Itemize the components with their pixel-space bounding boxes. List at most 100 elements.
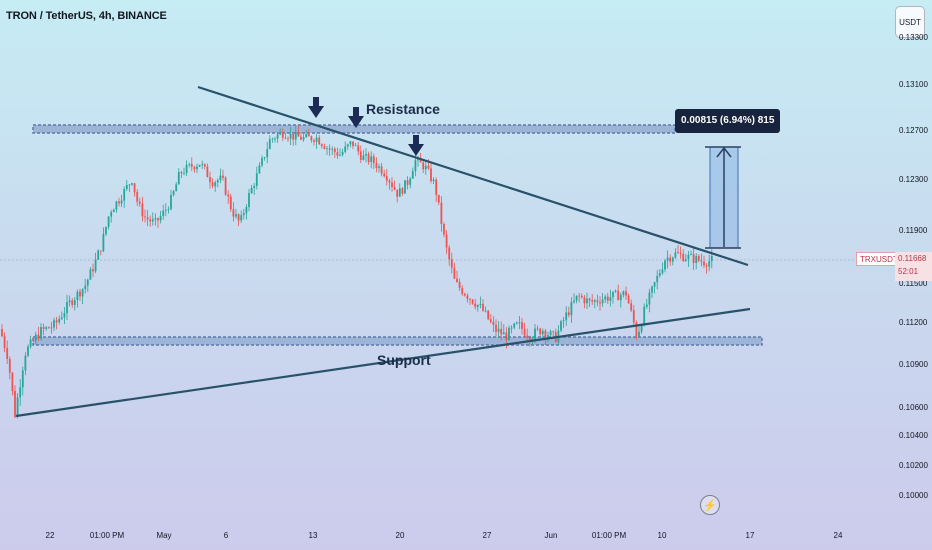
measure-arrow-head [716,146,732,158]
candle-body-35 [92,269,94,272]
candle-body-202 [526,335,529,338]
candle-body-264 [687,254,690,260]
candle-body-66 [172,191,175,195]
candle-body-211 [549,331,552,336]
candle-body-133 [346,144,349,147]
candle-body-31 [81,288,84,297]
candle-body-238 [619,294,622,301]
candle-body-171 [445,234,448,248]
candle-body-55 [144,216,146,218]
candle-body-39 [102,233,105,252]
candle-body-29 [76,291,79,301]
candle-body-260 [677,252,679,254]
candle-body-1 [3,336,6,348]
candle-body-62 [162,210,165,216]
candle-body-234 [609,297,612,301]
candle-body-105 [274,138,276,140]
candle-body-271 [705,265,708,267]
candle-body-4 [11,372,14,392]
candle-body-119 [310,136,313,141]
candle-body-82 [214,182,217,187]
currency-button[interactable]: USDT [895,6,925,38]
candle-body-197 [513,323,516,328]
candle-body-170 [443,223,445,235]
candle-body-268 [697,256,700,261]
candle-body-46 [120,200,123,204]
candle-body-26 [68,300,71,303]
candle-body-101 [263,157,266,159]
candle-body-71 [185,164,188,174]
candle-body-200 [521,322,523,329]
candle-body-177 [461,287,464,294]
last-price: 0.11668 [898,254,927,263]
down-arrow-1 [308,97,324,118]
down-arrow-2 [348,107,364,128]
candle-body-11 [29,339,32,347]
candle-body-9 [24,355,27,371]
candle-body-51 [133,183,136,193]
candle-body-102 [266,149,269,158]
candle-body-168 [437,194,440,203]
candle-body-239 [622,291,625,295]
candle-body-131 [341,151,344,155]
candle-body-97 [253,185,256,188]
candle-body-246 [640,325,643,332]
candle-body-201 [523,328,526,336]
candle-body-248 [645,304,648,307]
candle-body-199 [518,322,521,324]
candle-body-188 [489,319,492,322]
x-tick-2: May [156,531,172,540]
candle-body-59 [154,218,157,220]
candle-body-98 [255,173,258,186]
candle-body-18 [47,327,50,329]
candle-body-203 [528,337,531,342]
candle-body-122 [318,137,321,145]
candle-body-99 [258,165,261,174]
candle-body-90 [235,214,237,217]
y-tick-10: 0.10200 [899,461,928,470]
candle-body-219 [570,302,573,316]
candle-body-162 [422,162,425,170]
candle-body-80 [209,177,211,183]
candle-body-251 [653,282,656,287]
candle-body-28 [73,300,76,305]
x-tick-6: 27 [482,531,492,540]
candle-body-216 [562,320,565,322]
candle-body-19 [50,327,53,329]
candle-body-161 [419,158,422,163]
candle-body-222 [578,295,581,297]
candle-body-146 [380,166,383,174]
candle-body-118 [307,134,310,137]
candle-body-112 [292,133,295,140]
candle-body-140 [365,153,367,156]
candle-body-157 [409,178,412,185]
candle-body-150 [391,182,393,187]
y-tick-7: 0.10900 [899,360,928,369]
candle-body-56 [146,217,149,220]
candle-body-23 [60,317,63,319]
candle-body-198 [515,322,518,324]
candle-body-110 [287,138,289,140]
candle-body-267 [695,256,698,263]
candle-body-195 [508,327,510,341]
candle-body-192 [500,328,503,335]
support-zone [32,336,763,346]
candle-body-208 [541,330,544,335]
candle-body-42 [110,212,113,217]
candle-body-243 [632,310,635,323]
support-trendline [15,307,751,418]
candle-body-60 [157,218,159,221]
x-tick-7: Jun [544,531,558,540]
candle-body-93 [242,213,245,216]
candle-body-180 [469,298,471,300]
candles-group [1,125,713,419]
candle-body-139 [362,155,365,160]
candle-body-36 [94,259,97,272]
candle-body-149 [388,180,391,183]
candle-body-125 [326,148,328,150]
lightning-icon[interactable]: ⚡ [700,495,720,515]
candle-body-129 [336,152,339,156]
chart-title: TRON / TetherUS, 4h, BINANCE [6,10,167,22]
candle-body-262 [682,253,685,262]
